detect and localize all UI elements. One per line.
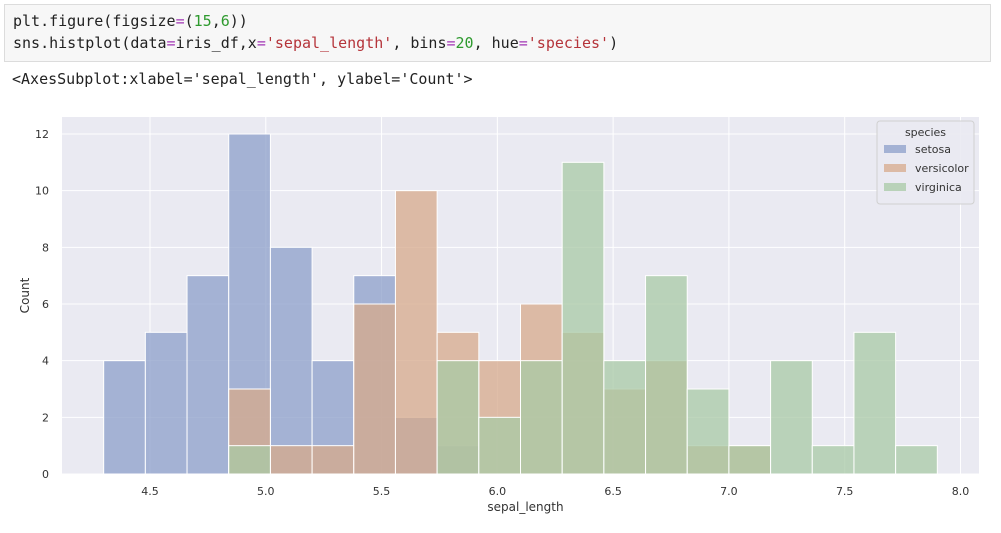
bar-setosa [269, 246, 313, 475]
bar-virginica [645, 275, 688, 475]
legend-label-virginica: virginica [915, 181, 962, 194]
bar-versicolor [269, 445, 313, 475]
x-tick-label: 6.0 [489, 485, 507, 498]
bar-setosa [144, 331, 188, 475]
y-tick-label: 0 [42, 468, 49, 481]
bar-versicolor [311, 445, 355, 475]
bar-versicolor [353, 303, 396, 475]
bar-virginica [686, 388, 730, 475]
x-tick-label: 4.5 [141, 485, 159, 498]
legend-swatch-versicolor [884, 164, 906, 172]
bar-virginica [811, 445, 855, 475]
bar-virginica [436, 360, 480, 475]
x-tick-label: 7.0 [720, 485, 738, 498]
y-tick-label: 6 [42, 298, 49, 311]
x-tick-label: 5.5 [373, 485, 391, 498]
bar-virginica [603, 360, 647, 475]
bar-virginica [853, 331, 897, 475]
bar-virginica [728, 445, 772, 475]
bar-virginica [520, 360, 563, 475]
code-cell[interactable]: plt.figure(figsize=(15,6)) sns.histplot(… [4, 4, 991, 62]
bar-setosa [186, 275, 230, 475]
y-tick-label: 12 [35, 128, 49, 141]
y-axis-label: Count [18, 277, 32, 313]
bar-virginica [895, 445, 938, 475]
bar-virginica [770, 360, 813, 475]
y-tick-label: 8 [42, 241, 49, 254]
legend-swatch-virginica [884, 183, 906, 191]
bar-versicolor [394, 190, 438, 475]
cell-output-text: <AxesSubplot:xlabel='sepal_length', ylab… [12, 70, 473, 88]
legend-swatch-setosa [884, 145, 906, 153]
y-tick-label: 10 [35, 185, 49, 198]
bar-virginica [228, 445, 271, 475]
legend-label-setosa: setosa [915, 143, 951, 156]
code-line-2: sns.histplot(data=iris_df,x='sepal_lengt… [13, 34, 619, 52]
bar-virginica [561, 161, 605, 475]
y-tick-label: 2 [42, 411, 49, 424]
x-axis-label: sepal_length [487, 500, 563, 514]
code-line-1: plt.figure(figsize=(15,6)) [13, 12, 248, 30]
legend-title: species [905, 126, 946, 139]
bar-setosa [103, 360, 146, 475]
y-tick-label: 4 [42, 355, 49, 368]
legend-label-versicolor: versicolor [915, 162, 969, 175]
x-tick-label: 7.5 [836, 485, 854, 498]
x-tick-label: 6.5 [604, 485, 622, 498]
bar-virginica [478, 416, 521, 475]
x-tick-label: 8.0 [952, 485, 970, 498]
x-tick-label: 5.0 [257, 485, 275, 498]
